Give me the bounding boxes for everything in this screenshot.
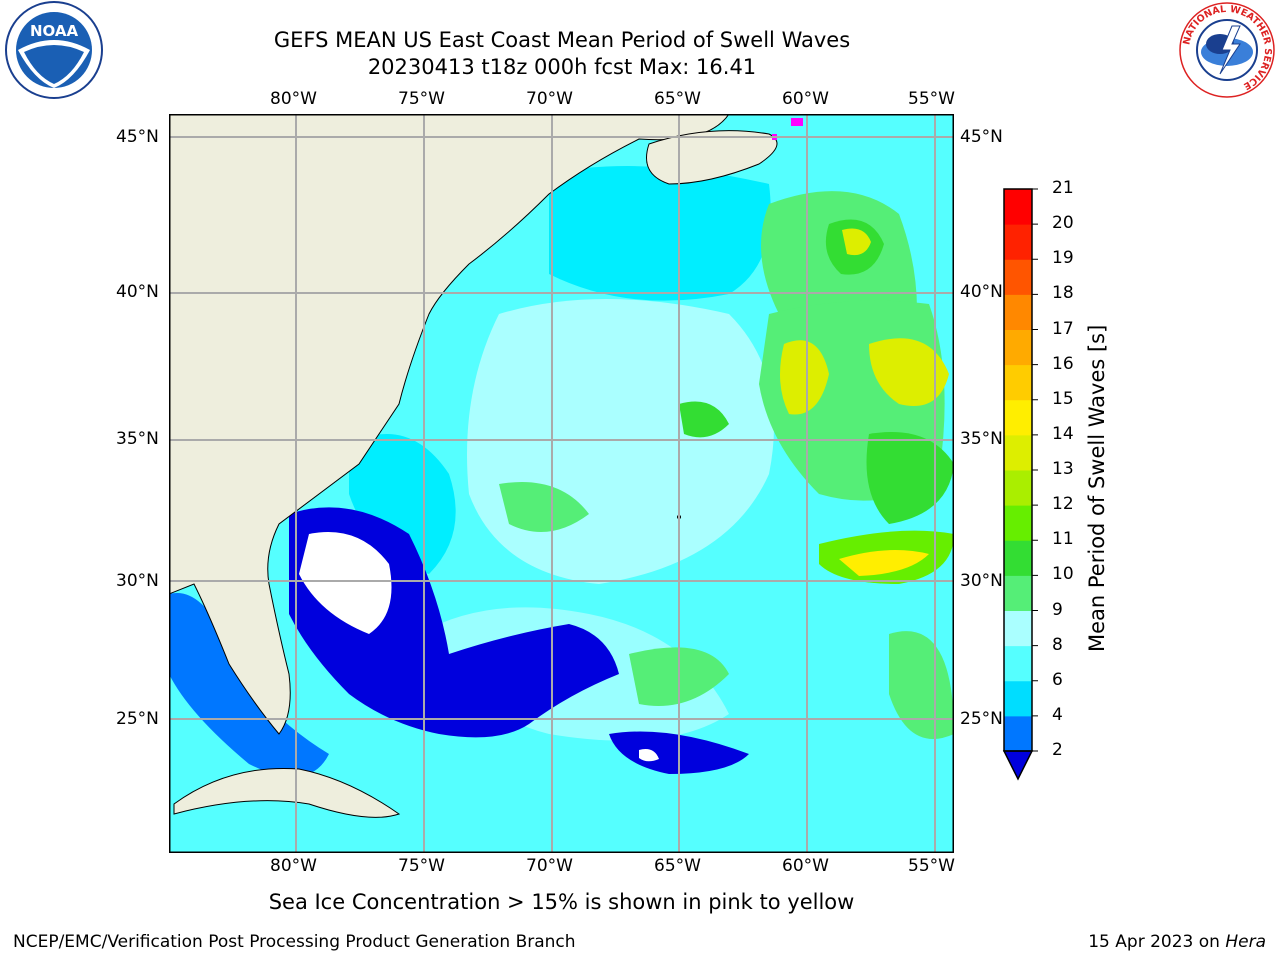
lon-tick-top-80w: 80°W (270, 89, 317, 109)
footer-date: 15 Apr 2023 on Hera (1088, 932, 1266, 952)
colorbar-segment (1004, 224, 1032, 260)
swell-field-cyan-north (549, 166, 771, 301)
swell-field-yellow-se (839, 550, 929, 576)
lon-tick-bottom-70w: 70°W (526, 856, 573, 876)
colorbar-segment (1004, 610, 1032, 647)
colorbar-tick-label: 12 (1052, 494, 1074, 515)
nws-logo: NATIONAL WEATHER SERVICE (1176, 0, 1278, 100)
lon-tick-top-65w: 65°W (654, 89, 701, 109)
missing-data-south (639, 749, 659, 762)
colorbar-segment (1004, 470, 1032, 506)
map-canvas (169, 114, 954, 853)
colorbar-tick-label: 21 (1052, 178, 1074, 198)
colorbar (1000, 186, 1040, 786)
swell-field-green-south (889, 631, 954, 739)
colorbar-tick-label: 9 (1052, 599, 1063, 620)
lat-tick-left-40n: 40°N (116, 282, 159, 302)
colorbar-tick-label: 10 (1052, 564, 1074, 585)
colorbar-tick-label: 14 (1052, 423, 1074, 444)
swell-period-map (169, 114, 954, 853)
colorbar-segment (1004, 189, 1032, 225)
colorbar-label: Mean Period of Swell Waves [s] (1085, 324, 1109, 652)
colorbar-tick-label: 11 (1052, 529, 1074, 550)
colorbar-tick-label: 13 (1052, 459, 1074, 479)
swell-field-green-mid2 (679, 401, 729, 438)
noaa-logo: NOAA (4, 0, 104, 100)
land-north-america (169, 114, 730, 735)
lon-tick-top-55w: 55°W (908, 89, 955, 109)
graticule (169, 114, 954, 853)
lon-tick-top-60w: 60°W (782, 89, 829, 109)
colorbar-segment (1004, 645, 1032, 682)
lat-tick-right-30n: 30°N (960, 571, 1003, 591)
colorbar-tick-label: 8 (1052, 634, 1063, 655)
swell-field-yellow-east (780, 340, 829, 415)
noaa-logo-text: NOAA (30, 22, 79, 40)
lat-tick-left-35n: 35°N (116, 429, 159, 449)
colorbar-segment (1004, 540, 1032, 576)
lat-tick-left-45n: 45°N (116, 127, 159, 147)
lon-tick-bottom-60w: 60°W (782, 856, 829, 876)
sea-ice-note: Sea Ice Concentration > 15% is shown in … (268, 890, 855, 914)
colorbar-segment (1004, 364, 1032, 401)
colorbar-extension (1002, 750, 1034, 781)
land-cuba (173, 767, 401, 818)
swell-field-green-mid (499, 482, 589, 532)
colorbar-tick-label: 6 (1052, 669, 1063, 690)
colorbar-tick-label: 15 (1052, 388, 1074, 409)
colorbar-segment (1004, 434, 1032, 471)
colorbar-tick-label: 17 (1052, 318, 1074, 339)
lon-tick-top-70w: 70°W (526, 89, 573, 109)
colorbar-tick-label: 4 (1052, 704, 1063, 725)
colorbar-segment (1004, 715, 1032, 752)
lat-tick-left-30n: 30°N (116, 571, 159, 591)
chart-subtitle: 20230413 t18z 000h fcst Max: 16.41 (367, 55, 757, 79)
colorbar-tick-label: 16 (1052, 353, 1074, 374)
footer-date-text: 15 Apr 2023 on (1088, 932, 1226, 952)
footer-host: Hera (1225, 932, 1266, 952)
colorbar-segment (1004, 399, 1032, 436)
colorbar-segment (1004, 680, 1032, 717)
colorbar-ticks: 2 4 6 8 9 10 11 12 13 14 15 16 17 18 19 20 21 (1052, 0, 1092, 960)
colorbar-segment (1004, 259, 1032, 295)
colorbar-tick-label: 18 (1052, 283, 1074, 304)
chart-title: GEFS MEAN US East Coast Mean Period of S… (273, 28, 851, 52)
lat-tick-right-35n: 35°N (960, 429, 1003, 449)
lat-tick-right-40n: 40°N (960, 282, 1003, 302)
lon-tick-bottom-80w: 80°W (270, 856, 317, 876)
lat-tick-right-45n: 45°N (960, 127, 1003, 147)
footer-credit: NCEP/EMC/Verification Post Processing Pr… (13, 932, 576, 952)
swell-field-gulf (169, 593, 329, 777)
swell-field-green-se (866, 432, 954, 524)
lon-tick-bottom-75w: 75°W (398, 856, 445, 876)
lon-tick-bottom-55w: 55°W (908, 856, 955, 876)
lat-tick-right-25n: 25°N (960, 709, 1003, 729)
lon-tick-bottom-65w: 65°W (654, 856, 701, 876)
colorbar-segment (1004, 575, 1032, 611)
swell-field-yellow-east2 (869, 338, 949, 406)
swell-field-yellow-ne (842, 228, 871, 256)
colorbar-tick-label: 20 (1052, 213, 1074, 234)
colorbar-segment (1004, 329, 1032, 366)
colorbar-tick-label: 2 (1052, 740, 1063, 760)
colorbar-canvas (1002, 188, 1038, 781)
lat-tick-left-25n: 25°N (116, 709, 159, 729)
colorbar-segment (1004, 294, 1032, 330)
colorbar-tick-label: 19 (1052, 248, 1074, 269)
map-frame (169, 114, 954, 853)
missing-data-region (299, 532, 392, 634)
sea-ice-mark (791, 118, 803, 126)
colorbar-segment (1004, 505, 1032, 541)
lon-tick-top-75w: 75°W (398, 89, 445, 109)
